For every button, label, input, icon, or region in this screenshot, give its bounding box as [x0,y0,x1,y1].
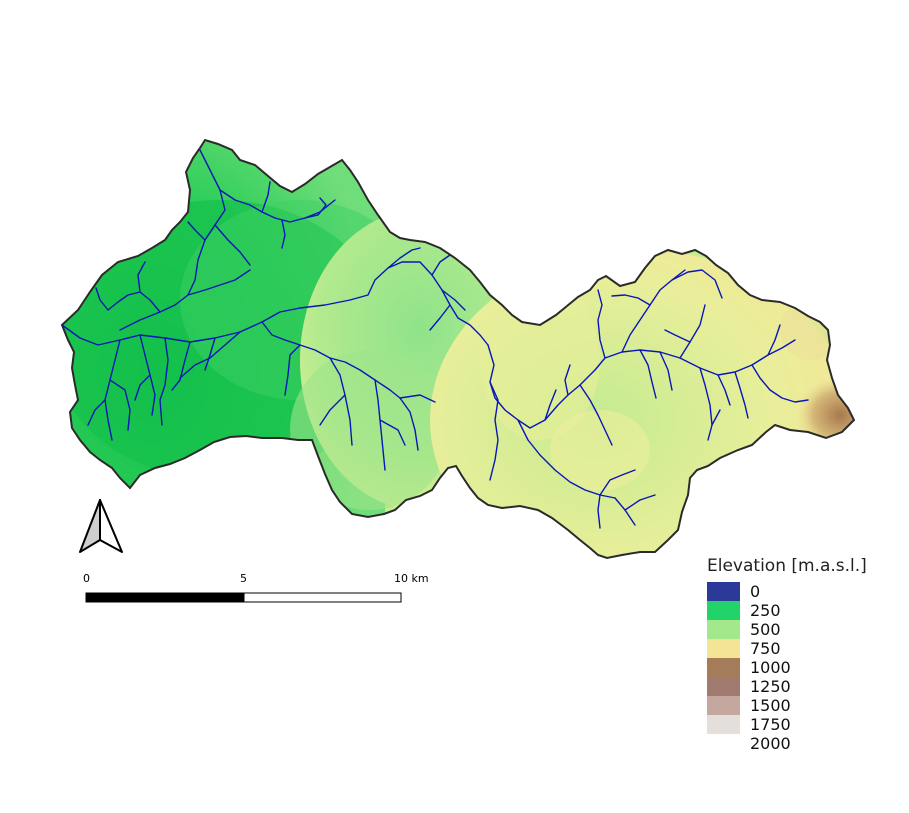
legend-entry: 750 [707,639,867,658]
legend-swatch [707,696,740,715]
legend-label: 1500 [750,696,791,715]
scale-bar-dark-segment [85,592,245,603]
legend-entry: 1000 [707,658,867,677]
legend-entry: 500 [707,620,867,639]
legend-label: 250 [750,601,781,620]
legend-label: 2000 [750,734,791,753]
legend-title: Elevation [m.a.s.l.] [707,556,867,576]
scale-label-10km: 10 km [394,572,429,585]
elevation-legend: Elevation [m.a.s.l.] 0 250 500 750 1000 1250 1… [707,556,867,753]
elevation-raster [62,140,854,558]
legend-swatch [707,677,740,696]
north-arrow-icon [79,499,123,553]
scale-label-0: 0 [83,572,90,585]
scale-label-5: 5 [240,572,247,585]
legend-swatch [707,582,740,601]
legend-swatch [707,639,740,658]
legend-entry: 2000 [707,734,867,753]
legend-label: 750 [750,639,781,658]
legend-entry: 1750 [707,715,867,734]
legend-label: 500 [750,620,781,639]
legend-label: 0 [750,582,761,601]
legend-swatch [707,715,740,734]
legend-entries: 0 250 500 750 1000 1250 1500 1750 2000 [707,582,867,753]
legend-label: 1750 [750,715,791,734]
legend-swatch [707,620,740,639]
legend-entry: 250 [707,601,867,620]
legend-swatch [707,601,740,620]
legend-label: 1000 [750,658,791,677]
legend-entry: 0 [707,582,867,601]
legend-swatch [707,734,740,753]
legend-label: 1250 [750,677,791,696]
legend-swatch [707,658,740,677]
legend-entry: 1500 [707,696,867,715]
scale-bar-light-segment [243,592,402,603]
legend-entry: 1250 [707,677,867,696]
river-network [61,149,809,529]
scale-bar [85,592,402,603]
